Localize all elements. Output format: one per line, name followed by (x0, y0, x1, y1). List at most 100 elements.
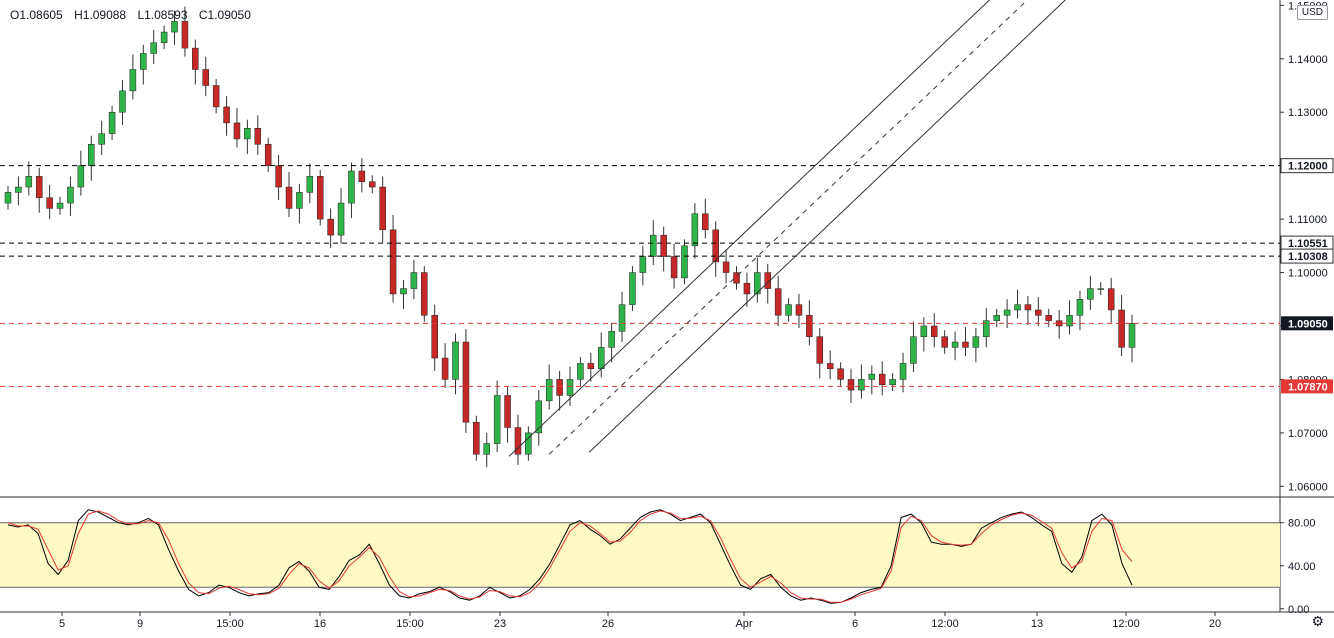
candle-body (556, 379, 563, 396)
candle-body (264, 144, 272, 166)
candle-body (618, 304, 626, 332)
candle-body (983, 320, 990, 337)
price-level-label: 1.10308 (1288, 251, 1328, 263)
candle-body (171, 21, 178, 33)
time-tick-label: 15:00 (216, 618, 244, 630)
time-tick-label: 23 (494, 618, 506, 630)
candle-body (858, 379, 865, 391)
candle-body (1066, 315, 1073, 327)
candle-body (1076, 299, 1084, 316)
candle-body (785, 304, 792, 316)
candle-body (691, 213, 699, 247)
stochastic-band (0, 522, 1280, 588)
candle-body (233, 122, 241, 140)
candle-body (77, 165, 85, 188)
candle-body (774, 288, 782, 316)
candle-body (88, 144, 95, 166)
candle-body (129, 69, 137, 92)
candle-body (369, 181, 376, 188)
candle-body (192, 47, 199, 70)
time-tick-label: 12:00 (1112, 618, 1140, 630)
candle-body (962, 341, 969, 348)
candle-body (327, 218, 334, 236)
stochastic-tick-label: 40.00 (1288, 561, 1316, 573)
candle-body (847, 379, 855, 391)
time-tick-label: 9 (137, 618, 143, 630)
candle-body (202, 69, 209, 86)
time-tick-label: 16 (314, 618, 326, 630)
close-value: C1.09050 (198, 8, 251, 22)
low-value: L1.08593 (137, 8, 188, 22)
candle-body (400, 288, 407, 295)
price-level-label-bg (1281, 379, 1333, 394)
time-tick-label: 26 (602, 618, 614, 630)
candle-body (35, 176, 43, 198)
candle-body (743, 282, 751, 295)
candle-body (681, 245, 688, 279)
time-tick-label: 15:00 (396, 618, 424, 630)
candle-body (285, 186, 293, 209)
candle-body (1087, 288, 1094, 300)
candle-body (275, 165, 282, 188)
candle-body (931, 325, 938, 337)
candle-body (150, 42, 157, 54)
candle-body (639, 256, 647, 273)
time-tick-label: 5 (59, 618, 65, 630)
price-level-label: 1.09050 (1288, 318, 1328, 330)
candle-body (108, 111, 116, 134)
candle-body (119, 90, 126, 113)
candle-body (597, 347, 605, 369)
candle-body (878, 373, 886, 386)
price-tick-label: 1.10000 (1288, 268, 1328, 280)
currency-label[interactable]: USD (1296, 5, 1328, 20)
gear-icon[interactable]: ⚙ (1311, 613, 1324, 629)
candle-body (493, 395, 501, 444)
candle-body (868, 373, 876, 380)
candle-body (316, 176, 324, 220)
candle-body (462, 341, 470, 423)
candle-body (545, 379, 553, 402)
time-tick-label: 20 (1209, 618, 1221, 630)
candle-body (587, 363, 595, 369)
candle-body (899, 363, 907, 380)
price-tick-label: 1.07000 (1288, 428, 1328, 440)
candle-body (56, 202, 64, 209)
candle-body (816, 336, 824, 364)
candle-body (972, 336, 980, 348)
time-tick-label: 12:00 (931, 618, 959, 630)
stochastic-d-line (7, 510, 1133, 603)
candle-body (722, 261, 730, 273)
candle-body (795, 304, 803, 316)
candle-body (452, 341, 459, 380)
price-level-label-bg (1280, 158, 1334, 174)
candle-body (4, 192, 12, 204)
candle-body (608, 331, 615, 348)
candle-body (733, 272, 740, 284)
candle-body (67, 186, 74, 204)
candle-body (712, 229, 719, 263)
time-tick-label: Apr (735, 618, 752, 630)
candle-body (910, 336, 917, 364)
candle-body (504, 395, 511, 428)
candle-body (181, 21, 189, 49)
candle-body (1107, 288, 1115, 311)
candle-body (650, 234, 657, 257)
candle-body (806, 315, 813, 337)
candle-body (1014, 304, 1021, 311)
candle-body (670, 256, 678, 279)
candle-body (358, 170, 366, 182)
candle-body (702, 213, 709, 231)
candle-body (920, 325, 928, 337)
candle-body (941, 336, 948, 348)
price-level-label-bg (1280, 248, 1334, 264)
candle-body (1045, 315, 1052, 321)
price-tick-label: 1.13000 (1288, 107, 1328, 119)
candle-body (140, 53, 147, 70)
stochastic-tick-label: 80.00 (1288, 518, 1316, 530)
candle-body (566, 379, 574, 396)
candle-body (1035, 309, 1042, 316)
high-value: H1.09088 (74, 8, 127, 22)
candle-body (483, 443, 490, 455)
